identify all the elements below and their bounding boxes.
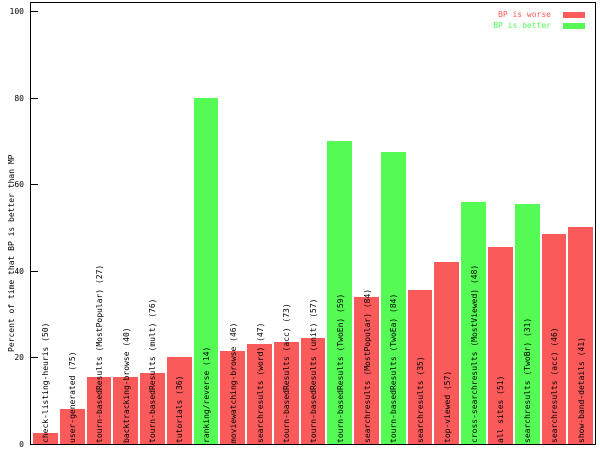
- y-tick-mark: [31, 357, 38, 358]
- bar-column: tourn-basedResults (TwoEa) (84): [380, 3, 407, 444]
- bar-bp-better: [193, 98, 219, 444]
- bar-series: check-listing-heuris (50) user-generated …: [32, 3, 594, 444]
- bar-column: searchresults (word) (47): [246, 3, 273, 444]
- legend-entry: BP is worse: [493, 10, 585, 19]
- legend-swatch: [563, 11, 585, 18]
- bar-bp-worse: [273, 342, 299, 444]
- x-tick-label: searchresults (TwoBr) (31): [523, 317, 533, 443]
- x-tick-label: searchresults (acc) (46): [549, 327, 559, 443]
- legend-label: BP is better: [493, 21, 551, 30]
- bar-column: tourn-basedResults (MostPopular) (27): [86, 3, 113, 444]
- x-tick-label: searchresults (35): [416, 356, 426, 443]
- bar-column: tourn-basedResults (mult) (76): [139, 3, 166, 444]
- bar-column: check-listing-heuris (50): [32, 3, 59, 444]
- bar-column: tutorials (36): [166, 3, 193, 444]
- bar-column: all sites (51): [487, 3, 514, 444]
- bar-bp-worse: [59, 409, 85, 444]
- x-tick-label: user-generated (75): [68, 351, 78, 443]
- x-tick-label: moviewatching-browse (46): [228, 322, 238, 443]
- bar-column: searchresults (MostPopular) (84): [353, 3, 380, 444]
- bar-bp-worse: [300, 338, 326, 444]
- x-tick-label: tourn-basedResults (unit) (57): [309, 298, 319, 444]
- bar-bp-worse: [113, 377, 139, 444]
- bar-bp-worse: [541, 234, 567, 444]
- bar-bp-better: [380, 152, 406, 444]
- x-tick-label: top-viewed (57): [442, 370, 452, 443]
- x-tick-label: check-listing-heuris (50): [41, 322, 51, 443]
- y-tick-label: 40: [14, 267, 24, 276]
- x-tick-label: show-band-details (41): [576, 337, 586, 443]
- y-tick-label: 80: [14, 94, 24, 103]
- y-tick-label: 60: [14, 180, 24, 189]
- bar-column: backtracking-browse (40): [112, 3, 139, 444]
- bar-bp-worse: [33, 433, 58, 444]
- bar-bp-worse: [86, 377, 112, 444]
- x-tick-label: searchresults (word) (47): [255, 322, 265, 443]
- plot-area: check-listing-heuris (50) user-generated …: [30, 2, 596, 445]
- bar-bp-worse: [434, 262, 460, 444]
- x-tick-label: tourn-basedResults (TwoEn) (59): [335, 293, 345, 443]
- y-tick-mark: [31, 11, 38, 12]
- legend-label: BP is worse: [498, 10, 551, 19]
- x-tick-label: cross-searchresults (MostViewed) (48): [469, 264, 479, 443]
- bar-column: tourn-basedResults (TwoEn) (59): [326, 3, 353, 444]
- bar-bp-better: [461, 202, 487, 444]
- y-tick-mark: [31, 98, 38, 99]
- bar-column: show-band-details (41): [567, 3, 594, 444]
- bar-column: user-generated (75): [59, 3, 86, 444]
- bar-column: tourn-basedResults (acc) (73): [273, 3, 300, 444]
- y-tick-label: 20: [14, 353, 24, 362]
- bar-bp-worse: [247, 344, 272, 444]
- x-tick-label: searchresults (MostPopular) (84): [362, 288, 372, 443]
- bar-bp-worse: [354, 297, 379, 444]
- legend-swatch: [563, 22, 585, 29]
- bar-column: top-viewed (57): [433, 3, 460, 444]
- x-tick-label: tutorials (36): [175, 375, 185, 443]
- y-tick-label: 100: [9, 7, 24, 16]
- bar-bp-worse: [140, 373, 165, 444]
- x-tick-label: tourn-basedResults (acc) (73): [282, 303, 292, 443]
- legend: BP is worse BP is better: [493, 10, 585, 32]
- bar-column: moviewatching-browse (46): [219, 3, 246, 444]
- legend-entry: BP is better: [493, 21, 585, 30]
- bar-column: tourn-basedResults (unit) (57): [300, 3, 327, 444]
- bar-bp-better: [514, 204, 540, 444]
- x-tick-label: all sites (51): [496, 375, 506, 443]
- bar-bp-better: [327, 141, 353, 444]
- y-axis-title: Percent of time that BP is better than M…: [7, 154, 16, 352]
- bar-bp-worse: [407, 290, 433, 444]
- bar-column: searchresults (35): [407, 3, 434, 444]
- bar-bp-worse: [568, 227, 594, 444]
- x-tick-label: backtracking-browse (40): [121, 327, 131, 443]
- x-tick-label: ranking/reverse (14): [201, 346, 211, 443]
- x-tick-label: tourn-basedResults (mult) (76): [148, 298, 158, 444]
- bar-column: ranking/reverse (14): [193, 3, 220, 444]
- y-tick-mark: [31, 271, 38, 272]
- bar-column: searchresults (TwoBr) (31): [514, 3, 541, 444]
- bar-column: cross-searchresults (MostViewed) (48): [460, 3, 487, 444]
- y-axis: 0 20 40 60 80 100: [0, 2, 27, 449]
- x-tick-label: tourn-basedResults (TwoEa) (84): [389, 293, 399, 443]
- bar-bp-worse: [488, 247, 513, 444]
- y-tick-mark: [31, 184, 38, 185]
- bar-bp-worse: [220, 351, 246, 444]
- x-tick-label: tourn-basedResults (MostPopular) (27): [94, 264, 104, 443]
- y-tick-label: 0: [19, 440, 24, 449]
- bar-column: searchresults (acc) (46): [541, 3, 568, 444]
- bar-bp-worse: [166, 357, 192, 444]
